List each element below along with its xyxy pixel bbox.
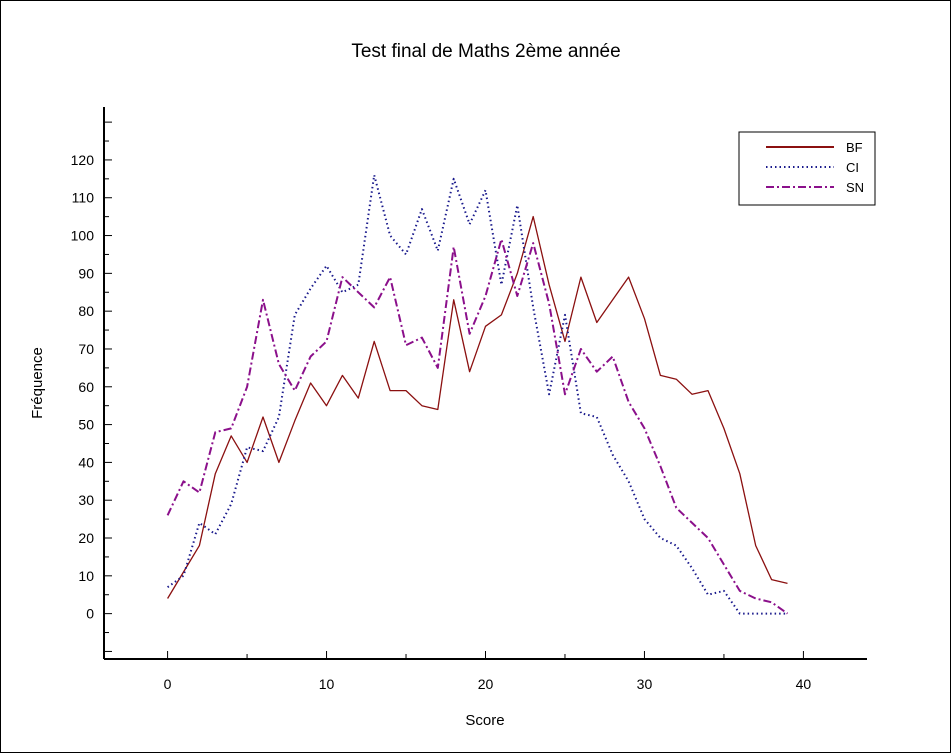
y-tick-label: 120	[71, 152, 95, 168]
chart-title: Test final de Maths 2ème année	[351, 41, 620, 62]
axes: 0 10 20 30 40 50 60 70 80 90 100 110 120 0 10 20 30 40	[71, 107, 867, 692]
y-axis-title: Fréquence	[29, 347, 46, 419]
x-tick-label: 0	[164, 676, 172, 692]
legend-label-bf: BF	[846, 140, 863, 155]
y-tick-label: 20	[78, 530, 94, 546]
x-tick-label: 10	[319, 676, 335, 692]
y-tick-label: 10	[78, 568, 94, 584]
legend-label-sn: SN	[846, 180, 864, 195]
series-line-ci	[167, 174, 788, 615]
y-tick-label: 50	[78, 417, 94, 433]
x-tick-label: 40	[796, 676, 812, 692]
x-tick-label: 30	[637, 676, 653, 692]
y-tick-label: 60	[78, 379, 94, 395]
series-line-bf	[167, 215, 788, 599]
legend: BF CI SN	[738, 131, 876, 206]
series-line-sn	[166, 238, 789, 615]
legend-label-ci: CI	[846, 160, 859, 175]
y-tick-label: 80	[78, 303, 94, 319]
y-tick-label: 40	[78, 454, 94, 470]
x-axis-title: Score	[465, 712, 504, 729]
y-tick-label: 100	[71, 228, 95, 244]
y-tick-label: 70	[78, 341, 94, 357]
y-tick-label: 0	[86, 606, 94, 622]
y-tick-label: 110	[72, 190, 95, 206]
legend-box	[738, 131, 876, 206]
x-tick-label: 20	[478, 676, 494, 692]
y-tick-label: 90	[78, 265, 94, 281]
series-layer	[166, 174, 789, 615]
y-tick-label: 30	[78, 492, 94, 508]
